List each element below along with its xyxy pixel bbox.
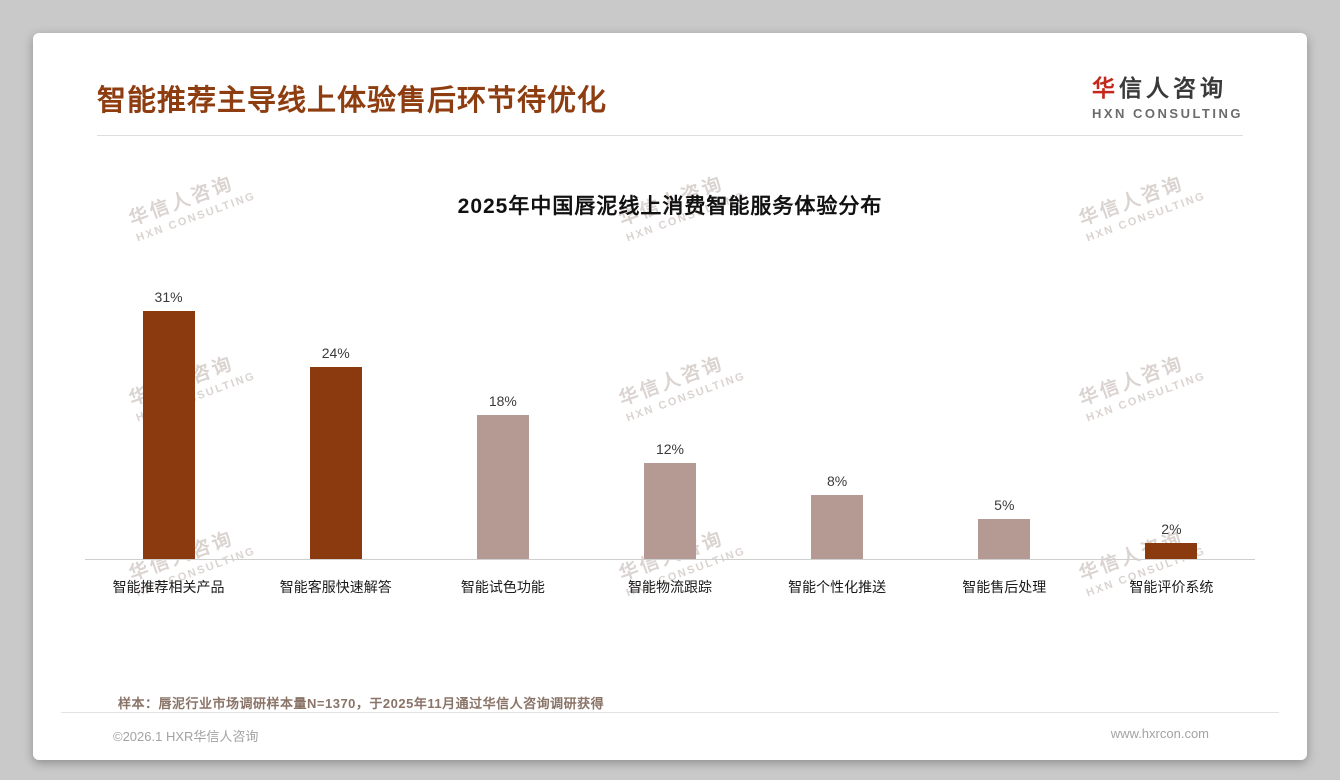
bar [309, 367, 362, 559]
bar-category-label: 智能售后处理 [962, 579, 1047, 595]
bar-column: 2% 智能评价系统 [1087, 280, 1255, 597]
report-card: 华信人咨询 HXN CONSULTING 华信人咨询 HXN CONSULTING 华信… [33, 33, 1307, 760]
bar [142, 311, 195, 559]
page-title: 智能推荐主导线上体验售后环节待优化 [97, 85, 608, 117]
bar-value-label: 12% [655, 441, 684, 457]
bar [978, 519, 1031, 559]
footnote: 样本：唇泥行业市场调研样本量N=1370，于2025年11月通过华信人咨询调研获… [118, 696, 605, 711]
bar-category-label: 智能试色功能 [460, 579, 545, 595]
logo-en-text: HXN CONSULTING [1091, 106, 1243, 121]
website-link: www.hxrcon.com [1110, 726, 1209, 741]
bar-category-label: 智能个性化推送 [788, 579, 887, 595]
bar-value-label: 18% [488, 393, 517, 409]
bar-category-label: 智能推荐相关产品 [112, 579, 225, 595]
bar-category-label: 智能评价系统 [1129, 579, 1214, 595]
company-logo: 华信人咨询 HXN CONSULTING [1092, 69, 1243, 121]
chart-title: 2025年中国唇泥线上消费智能服务体验分布 [457, 195, 883, 218]
header-divider [97, 135, 1243, 136]
bar-column: 12% 智能物流跟踪 [586, 280, 754, 597]
bar-value-label: 24% [321, 345, 350, 361]
logo-cn-accent: 华 [1091, 75, 1119, 101]
bar-category-label: 智能物流跟踪 [627, 579, 712, 595]
bar [643, 463, 696, 559]
bar [476, 415, 529, 559]
bar-category-label: 智能客服快速解答 [279, 579, 392, 595]
copyright-text: ©2026.1 HXR华信人咨询 [113, 729, 259, 744]
footer: ©2026.1 HXR华信人咨询 www.hxrcon.com [61, 712, 1279, 760]
bar-value-label: 31% [154, 289, 183, 305]
bar-column: 18% 智能试色功能 [419, 280, 587, 597]
bar-value-label: 2% [1161, 521, 1182, 537]
bar-column: 24% 智能客服快速解答 [252, 280, 420, 597]
chart-section: 2025年中国唇泥线上消费智能服务体验分布 31% 智能推荐相关产品 24% 智能客服… [33, 136, 1307, 597]
header: 智能推荐主导线上体验售后环节待优化 华信人咨询 HXN CONSULTING [33, 33, 1307, 121]
logo-cn-rest: 信人咨询 [1118, 75, 1227, 101]
bar-column: 31% 智能推荐相关产品 [85, 280, 253, 597]
bar-column: 8% 智能个性化推送 [753, 280, 921, 597]
bar [1145, 543, 1198, 559]
bar-column: 5% 智能售后处理 [920, 280, 1088, 597]
bar-chart: 31% 智能推荐相关产品 24% 智能客服快速解答 18% 智能试色功能 12% 智能物流跟踪… [85, 280, 1255, 597]
logo-cn-text: 华信人咨询 [1092, 69, 1243, 103]
bar-value-label: 8% [827, 473, 848, 489]
bar-value-label: 5% [994, 497, 1015, 513]
bar [811, 495, 864, 559]
